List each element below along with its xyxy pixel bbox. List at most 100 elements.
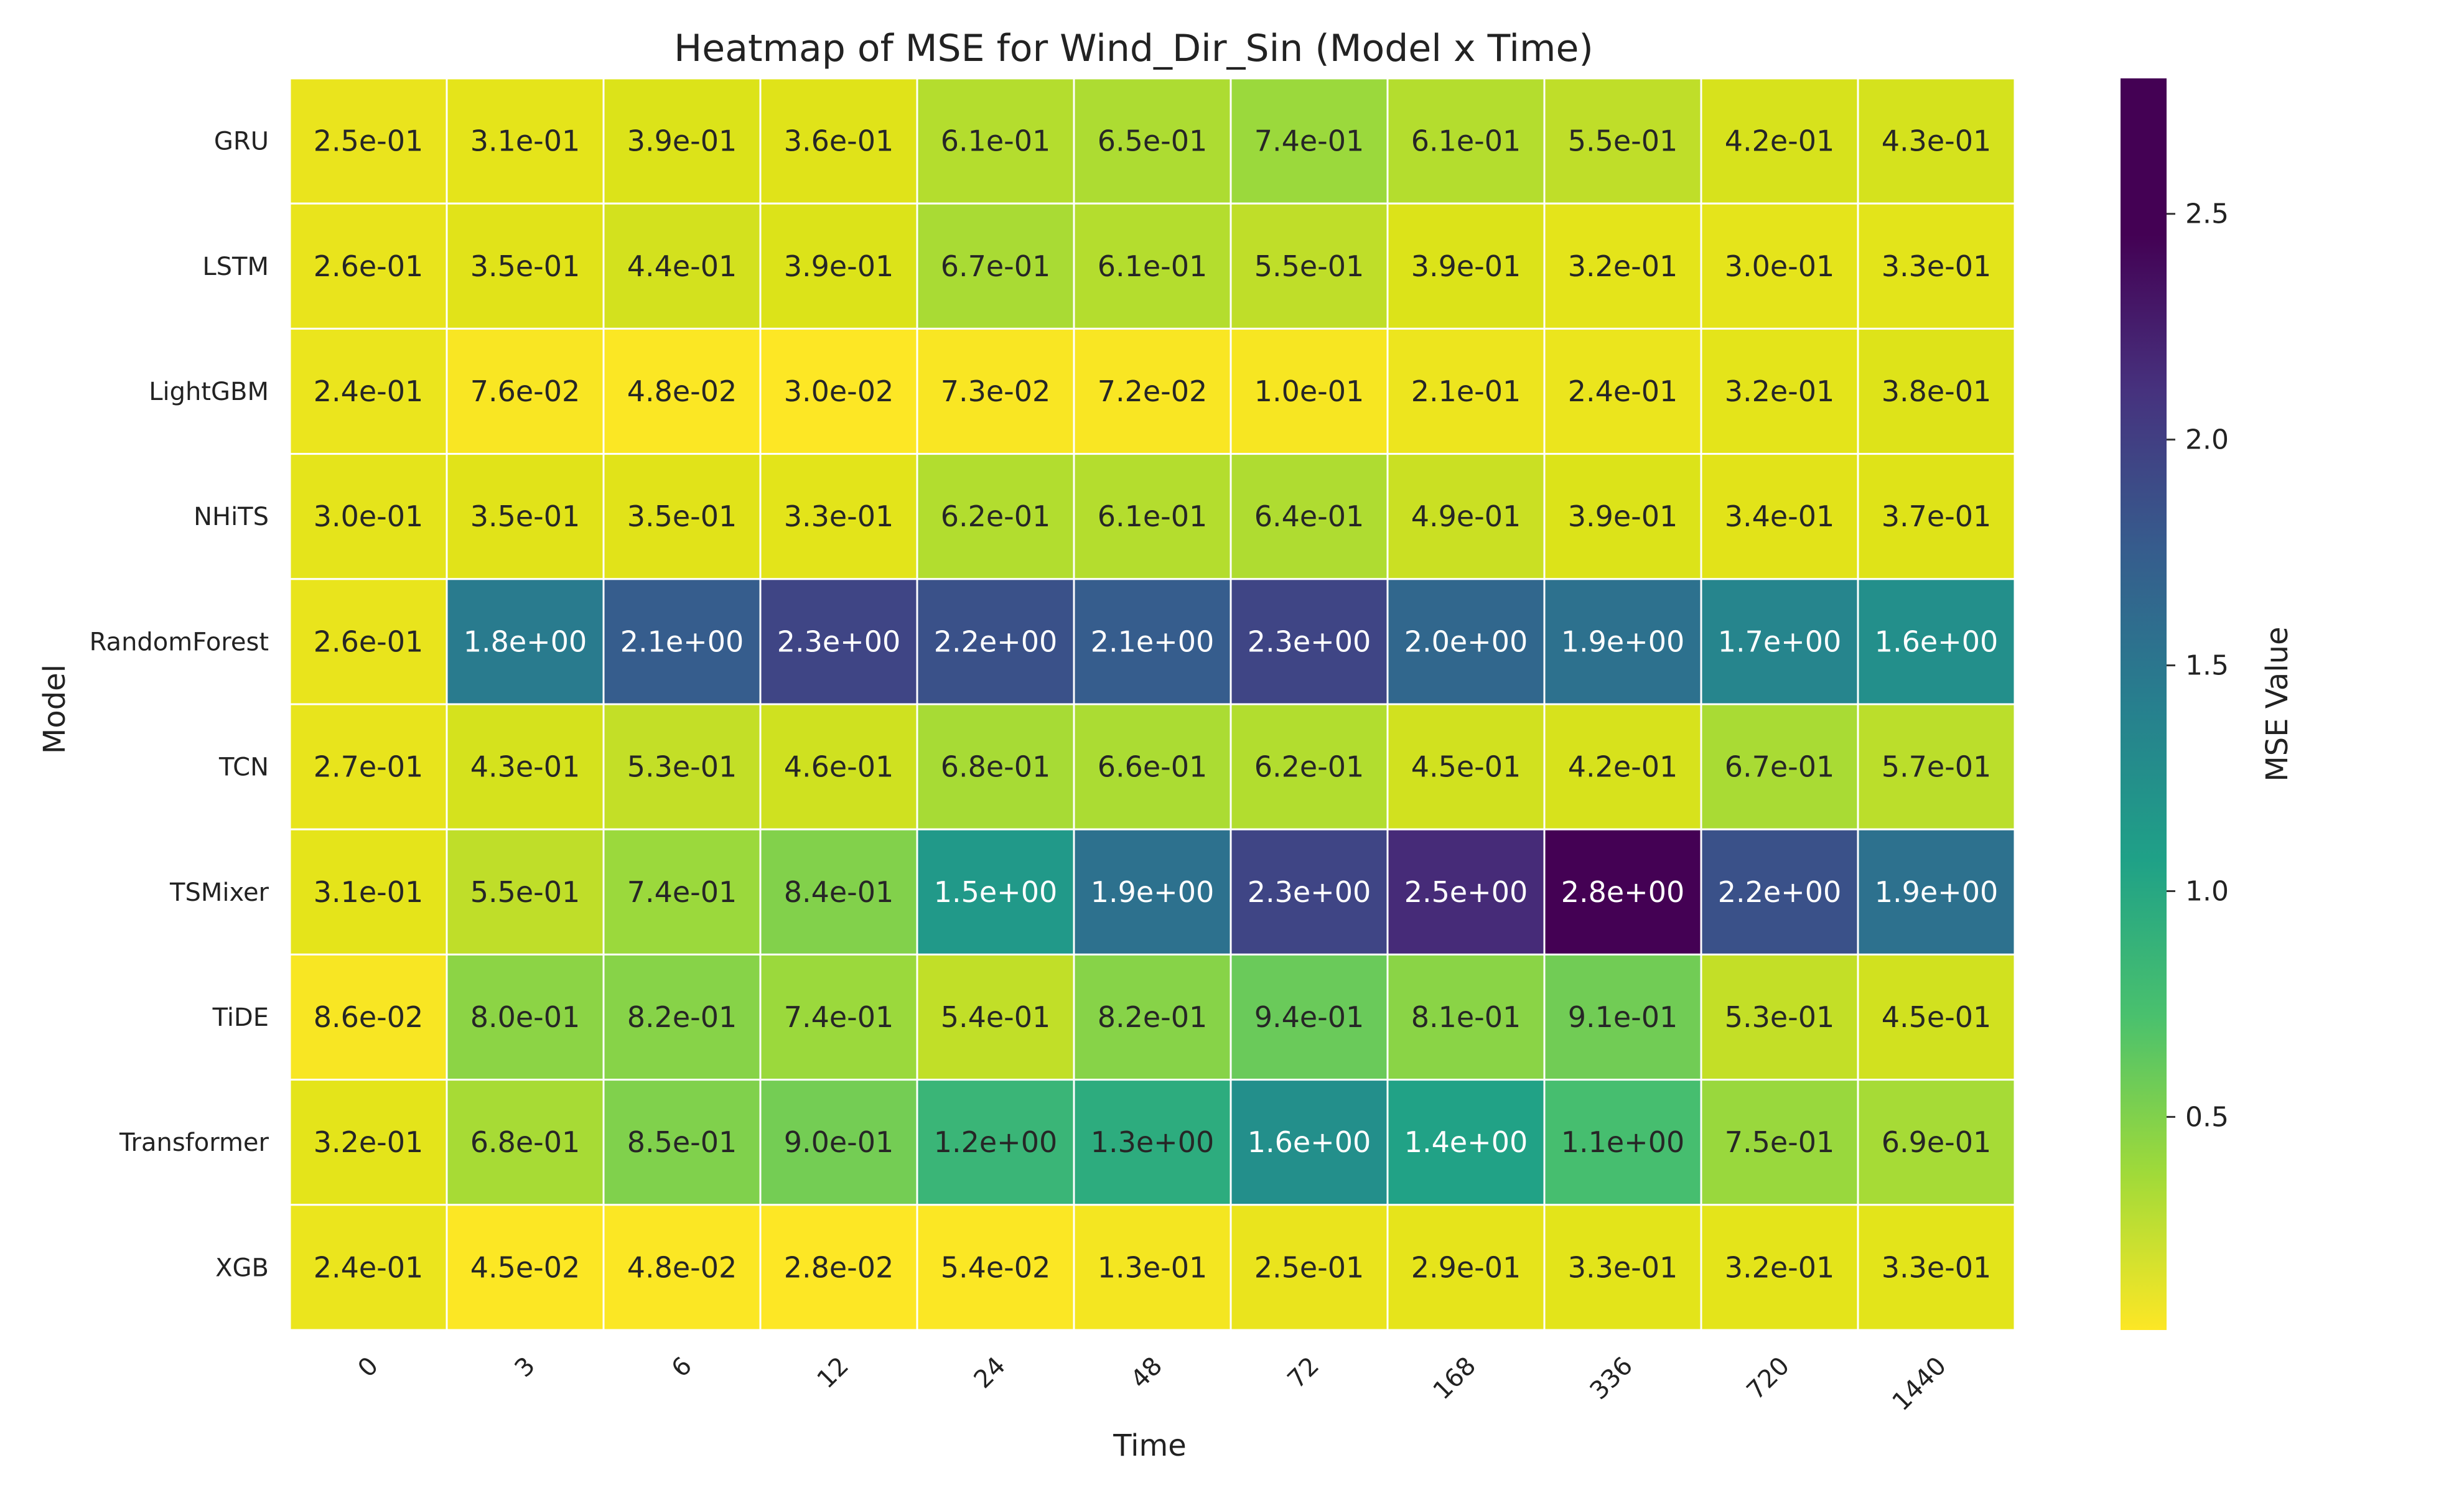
heatmap-cell xyxy=(602,327,762,455)
x-tick-label: 24 xyxy=(969,1352,1012,1395)
heatmap-cell xyxy=(1543,1079,1702,1206)
cell-value-label: 3.2e-01 xyxy=(1568,249,1678,283)
cell-value-label: 4.5e-01 xyxy=(1882,1000,1992,1034)
y-tick-label: GRU xyxy=(214,128,269,156)
cell-value-label: 2.1e-01 xyxy=(1411,374,1521,408)
heatmap-cell xyxy=(1543,327,1702,455)
heatmap-cell xyxy=(602,1204,762,1331)
heatmap-cell xyxy=(1230,578,1389,705)
x-tick-label: 48 xyxy=(1126,1352,1169,1395)
heatmap-cell xyxy=(1543,1204,1702,1331)
cell-value-label: 3.1e-01 xyxy=(314,875,424,909)
heatmap-cell xyxy=(1386,1079,1546,1206)
x-tick-label: 12 xyxy=(812,1352,855,1395)
cell-value-label: 2.4e-01 xyxy=(314,374,424,408)
y-tick-label: TCN xyxy=(218,753,269,782)
cell-value-label: 5.5e-01 xyxy=(1254,249,1365,283)
heatmap-cell xyxy=(446,953,605,1081)
heatmap-cell xyxy=(446,578,605,705)
heatmap-cell xyxy=(289,202,448,330)
cell-value-label: 3.1e-01 xyxy=(470,124,581,158)
heatmap-cell xyxy=(1857,703,2016,830)
cell-value-label: 2.3e+00 xyxy=(777,625,901,658)
heatmap-cell xyxy=(602,828,762,956)
heatmap-cell xyxy=(916,578,1075,705)
heatmap-cell xyxy=(1857,1079,2016,1206)
cell-value-label: 7.5e-01 xyxy=(1725,1125,1835,1159)
cell-value-label: 5.7e-01 xyxy=(1882,750,1992,784)
cell-value-label: 1.0e-01 xyxy=(1254,374,1365,408)
colorbar-tick-label: 2.5 xyxy=(2185,198,2229,230)
cell-value-label: 2.0e+00 xyxy=(1404,625,1528,658)
heatmap-cell xyxy=(1073,453,1232,580)
heatmap-cell xyxy=(916,1204,1075,1331)
heatmap-cell xyxy=(1073,578,1232,705)
cell-value-label: 4.5e-01 xyxy=(1411,750,1521,784)
cell-value-label: 6.1e-01 xyxy=(941,124,1051,158)
cell-value-label: 6.1e-01 xyxy=(1098,500,1208,533)
heatmap-cell xyxy=(1700,828,1859,956)
x-tick-label: 168 xyxy=(1428,1352,1482,1406)
cell-value-label: 3.2e-01 xyxy=(314,1125,424,1159)
cell-value-label: 8.6e-02 xyxy=(314,1000,424,1034)
cell-value-label: 1.7e+00 xyxy=(1718,625,1842,658)
cell-value-label: 8.2e-01 xyxy=(1098,1000,1208,1034)
cell-value-label: 1.3e+00 xyxy=(1091,1125,1215,1159)
cell-value-label: 4.9e-01 xyxy=(1411,500,1521,533)
y-tick-label: RandomForest xyxy=(90,628,269,656)
cell-value-label: 1.1e+00 xyxy=(1561,1125,1685,1159)
cell-value-label: 2.9e-01 xyxy=(1411,1250,1521,1284)
heatmap-cell xyxy=(446,77,605,205)
heatmap-cell xyxy=(289,1204,448,1331)
cell-value-label: 3.6e-01 xyxy=(784,124,894,158)
cell-value-label: 9.4e-01 xyxy=(1254,1000,1365,1034)
heatmap-cell xyxy=(916,327,1075,455)
heatmap-cell xyxy=(602,578,762,705)
cell-value-label: 3.9e-01 xyxy=(1411,249,1521,283)
cell-value-label: 6.4e-01 xyxy=(1254,500,1365,533)
heatmap-cell xyxy=(1857,578,2016,705)
colorbar-label: MSE Value xyxy=(2260,626,2295,781)
heatmap-cells: 2.5e-01 3.1e-01 3.9e-01 3.6e-01 6.1e-01 6.5e-… xyxy=(289,77,2016,1331)
heatmap-cell xyxy=(289,1079,448,1206)
heatmap-cell xyxy=(1386,953,1546,1081)
heatmap-cell xyxy=(602,453,762,580)
heatmap-cell xyxy=(602,202,762,330)
cell-value-label: 4.3e-01 xyxy=(1882,124,1992,158)
heatmap-cell xyxy=(1700,202,1859,330)
heatmap-cell xyxy=(759,578,918,705)
cell-value-label: 8.4e-01 xyxy=(784,875,894,909)
heatmap-cell xyxy=(1073,828,1232,956)
colorbar-tick-label: 2.0 xyxy=(2185,424,2229,456)
heatmap-cell xyxy=(1543,703,1702,830)
x-tick-labels: 0 3 6 12 24 48 72 168 336 720 1440 xyxy=(353,1352,1953,1417)
x-tick-label: 1440 xyxy=(1887,1352,1953,1417)
cell-value-label: 2.2e+00 xyxy=(934,625,1058,658)
cell-value-label: 2.7e-01 xyxy=(314,750,424,784)
cell-value-label: 1.8e+00 xyxy=(464,625,587,658)
heatmap-cell xyxy=(1386,828,1546,956)
x-axis-label: Time xyxy=(1113,1428,1186,1463)
heatmap-cell xyxy=(759,1079,918,1206)
heatmap-cell xyxy=(759,453,918,580)
heatmap-cell xyxy=(1543,828,1702,956)
heatmap-cell xyxy=(446,202,605,330)
heatmap-cell xyxy=(1073,202,1232,330)
y-tick-labels: GRU LSTM LightGBM NHiTS RandomForest TCN TSMix… xyxy=(90,128,269,1283)
cell-value-label: 2.5e-01 xyxy=(1254,1250,1365,1284)
heatmap-cell xyxy=(916,953,1075,1081)
cell-value-label: 3.8e-01 xyxy=(1882,374,1992,408)
cell-value-label: 3.9e-01 xyxy=(1568,500,1678,533)
heatmap-cell xyxy=(759,828,918,956)
cell-value-label: 3.3e-01 xyxy=(1882,1250,1992,1284)
cell-value-label: 2.5e-01 xyxy=(314,124,424,158)
cell-value-label: 1.9e+00 xyxy=(1561,625,1685,658)
cell-value-label: 3.3e-01 xyxy=(1568,1250,1678,1284)
heatmap-cell xyxy=(1230,828,1389,956)
heatmap-cell xyxy=(1857,327,2016,455)
cell-value-label: 8.2e-01 xyxy=(627,1000,737,1034)
cell-value-label: 1.5e+00 xyxy=(934,875,1058,909)
heatmap-cell xyxy=(759,953,918,1081)
cell-value-label: 5.3e-01 xyxy=(1725,1000,1835,1034)
